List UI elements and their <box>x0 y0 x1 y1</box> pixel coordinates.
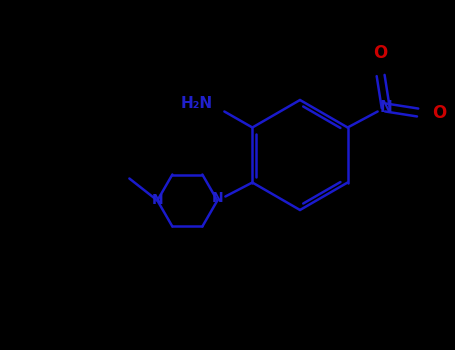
Text: O: O <box>374 43 388 62</box>
Text: O: O <box>432 104 446 121</box>
Text: N: N <box>152 194 163 208</box>
Text: H₂N: H₂N <box>180 96 212 111</box>
Text: N: N <box>379 100 392 115</box>
Text: N: N <box>212 191 223 205</box>
